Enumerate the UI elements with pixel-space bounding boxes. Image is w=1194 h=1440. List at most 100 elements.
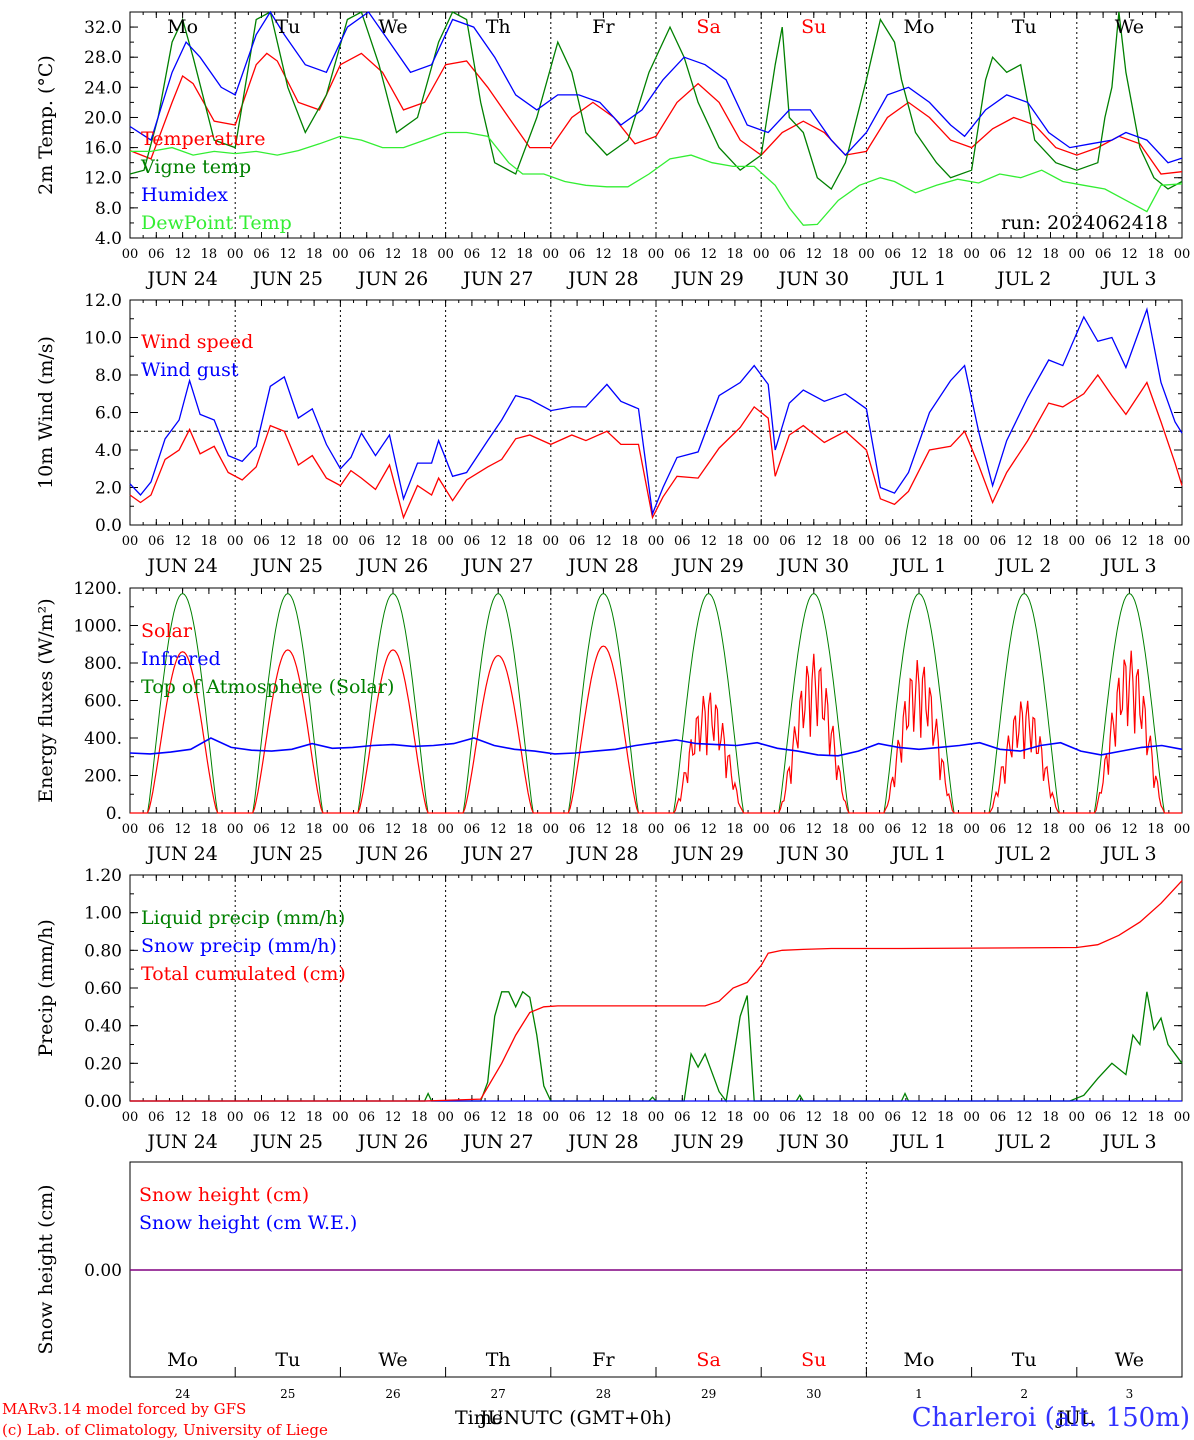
- y-tick-label: 4.0: [95, 441, 122, 461]
- date-label: JUN 24: [145, 268, 217, 290]
- hour-tick-label: 18: [621, 1110, 638, 1125]
- panel-4: [129, 1161, 1183, 1378]
- footer-lab: (c) Lab. of Climatology, University of L…: [2, 1421, 328, 1439]
- hour-tick-label: 00: [753, 247, 770, 262]
- x-axis-month-label: JUN: [478, 1407, 520, 1429]
- hour-tick-label: 12: [1121, 534, 1138, 549]
- date-label: JUN 29: [671, 843, 743, 865]
- hour-tick-label: 18: [621, 822, 638, 837]
- hour-tick-label: 12: [595, 1110, 612, 1125]
- y-tick-label: 1.20: [84, 866, 122, 886]
- weekday-label: Su: [801, 1349, 826, 1371]
- hour-tick-label: 06: [569, 1110, 586, 1125]
- y-tick-label: 10.0: [84, 329, 122, 349]
- weekday-label: Th: [486, 16, 511, 38]
- date-label: JUN 28: [566, 268, 638, 290]
- hour-tick-label: 00: [648, 247, 665, 262]
- hour-tick-label: 18: [516, 247, 533, 262]
- hour-tick-label: 12: [490, 247, 507, 262]
- hour-tick-label: 06: [674, 822, 691, 837]
- hour-tick-label: 18: [516, 822, 533, 837]
- x-axis-tz-label: UTC (GMT+0h): [520, 1407, 672, 1429]
- hour-tick-label: 12: [280, 247, 297, 262]
- panel-2: [129, 587, 1183, 814]
- series-wind-gust-line: [129, 306, 1183, 517]
- hour-tick-label: 12: [174, 247, 191, 262]
- date-label: JUN 24: [145, 1131, 217, 1153]
- hour-tick-label: 00: [122, 247, 139, 262]
- y-tick-label: 20.0: [84, 108, 122, 128]
- date-label: JUN 29: [671, 1131, 743, 1153]
- hour-tick-label: 00: [122, 534, 139, 549]
- day-number-label: 28: [596, 1387, 611, 1401]
- day-number-label: 27: [491, 1387, 506, 1401]
- hour-tick-label: 00: [963, 1110, 980, 1125]
- date-label: JUN 25: [251, 1131, 323, 1153]
- hour-tick-label: 06: [569, 247, 586, 262]
- weekday-label: We: [1115, 16, 1144, 38]
- legend-temperature: Temperature: [141, 128, 265, 150]
- hour-tick-label: 18: [727, 534, 744, 549]
- hour-tick-label: 18: [937, 822, 954, 837]
- y-tick-label: 0.0: [95, 516, 122, 536]
- hour-tick-label: 12: [1016, 247, 1033, 262]
- plot-frame: [129, 11, 1183, 239]
- date-label: JUN 25: [251, 843, 323, 865]
- hour-tick-label: 00: [227, 247, 244, 262]
- hour-tick-label: 00: [543, 1110, 560, 1125]
- day-number-label: 3: [1126, 1387, 1134, 1401]
- hour-tick-label: 00: [332, 534, 349, 549]
- hour-tick-label: 00: [122, 1110, 139, 1125]
- hour-tick-label: 06: [884, 822, 901, 837]
- y-tick-label: 0.20: [84, 1054, 122, 1074]
- hour-tick-label: 12: [1016, 822, 1033, 837]
- hour-tick-label: 18: [306, 1110, 323, 1125]
- hour-tick-label: 12: [806, 247, 823, 262]
- hour-tick-label: 12: [490, 534, 507, 549]
- date-label: JUN 27: [461, 555, 533, 577]
- hour-tick-label: 06: [358, 822, 375, 837]
- hour-tick-label: 00: [332, 822, 349, 837]
- hour-tick-label: 00: [648, 534, 665, 549]
- legend-snow-height-we: Snow height (cm W.E.): [139, 1212, 357, 1234]
- hour-tick-label: 00: [1174, 1110, 1191, 1125]
- hour-tick-label: 12: [595, 822, 612, 837]
- hour-tick-label: 06: [253, 247, 270, 262]
- hour-tick-label: 00: [227, 822, 244, 837]
- y-axis-label: 10m Wind (m/s): [35, 336, 57, 489]
- hour-tick-label: 18: [411, 534, 428, 549]
- hour-tick-label: 00: [858, 822, 875, 837]
- hour-tick-label: 00: [858, 534, 875, 549]
- hour-tick-label: 12: [490, 822, 507, 837]
- hour-tick-label: 00: [1174, 247, 1191, 262]
- hour-tick-label: 12: [700, 822, 717, 837]
- hour-tick-label: 06: [884, 1110, 901, 1125]
- hour-tick-label: 18: [1147, 822, 1164, 837]
- hour-tick-label: 18: [727, 247, 744, 262]
- series-liquid-precip-mm-h--line: [130, 990, 1183, 1103]
- hour-tick-label: 00: [227, 1110, 244, 1125]
- series-wind-speed-line: [129, 373, 1183, 520]
- hour-tick-label: 12: [700, 534, 717, 549]
- hour-tick-label: 12: [1016, 534, 1033, 549]
- date-label: JUN 30: [777, 1131, 849, 1153]
- day-number-label: 2: [1020, 1387, 1028, 1401]
- date-label: JUN 25: [251, 555, 323, 577]
- hour-tick-label: 12: [806, 1110, 823, 1125]
- hour-tick-label: 18: [201, 534, 218, 549]
- hour-tick-label: 12: [174, 534, 191, 549]
- y-tick-label: 1200.: [73, 579, 122, 599]
- hour-tick-label: 00: [753, 534, 770, 549]
- weekday-label: We: [1115, 1349, 1144, 1371]
- hour-tick-label: 18: [832, 534, 849, 549]
- hour-tick-label: 00: [648, 1110, 665, 1125]
- hour-tick-label: 18: [411, 247, 428, 262]
- hour-tick-label: 06: [990, 247, 1007, 262]
- y-tick-label: 0.: [106, 804, 122, 824]
- series-humidex-line: [129, 10, 1183, 164]
- y-tick-label: 1.00: [84, 904, 122, 924]
- hour-tick-label: 12: [911, 534, 928, 549]
- hour-tick-label: 18: [306, 247, 323, 262]
- series-solar-line: [130, 645, 1182, 814]
- legend-wind-speed: Wind speed: [141, 331, 253, 353]
